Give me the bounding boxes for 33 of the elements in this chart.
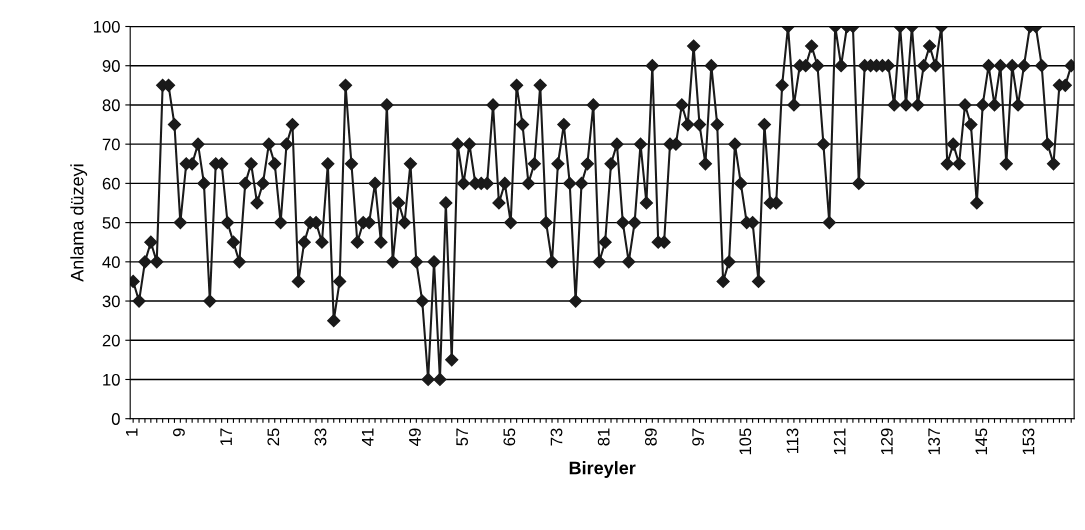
x-tick-label: 17 <box>220 428 232 445</box>
y-tick-label: 60 <box>102 177 120 190</box>
y-tick-label: 40 <box>102 256 120 269</box>
x-tick-label: 1 <box>125 428 138 436</box>
y-tick-label: 90 <box>102 60 120 72</box>
y-tick-label: 80 <box>102 99 120 112</box>
x-tick-label: 129 <box>880 428 893 455</box>
x-tick-label: 41 <box>361 428 374 446</box>
x-tick-label: 65 <box>503 428 516 446</box>
x-tick-label: 49 <box>409 428 421 446</box>
x-tick-label: 73 <box>550 428 563 446</box>
y-tick-label: 20 <box>102 334 120 347</box>
y-tick-label: 70 <box>102 138 120 151</box>
x-tick-label: 25 <box>267 428 280 446</box>
x-tick-label: 137 <box>928 428 940 455</box>
x-tick-label: 97 <box>692 428 704 446</box>
x-tick-label: 57 <box>456 428 469 446</box>
x-tick-label: 153 <box>1022 428 1035 455</box>
x-tick-label: 89 <box>644 428 657 446</box>
x-axis-title: Bireyler <box>569 461 636 478</box>
x-tick-label: 145 <box>975 428 988 455</box>
x-tick-label: 9 <box>173 428 185 437</box>
x-tick-label: 105 <box>739 428 752 455</box>
y-tick-label: 0 <box>111 413 120 425</box>
x-tick-label: 121 <box>833 428 846 455</box>
y-tick-label: 10 <box>103 373 120 386</box>
x-tick-label: 33 <box>314 428 327 446</box>
x-tick-label: 81 <box>597 428 610 446</box>
y-axis-title: Anlama düzeyi <box>70 164 88 282</box>
y-tick-label: 50 <box>102 217 120 229</box>
y-tick-label: 100 <box>93 20 120 33</box>
x-tick-label: 113 <box>786 428 799 454</box>
y-tick-label: 30 <box>102 295 120 308</box>
